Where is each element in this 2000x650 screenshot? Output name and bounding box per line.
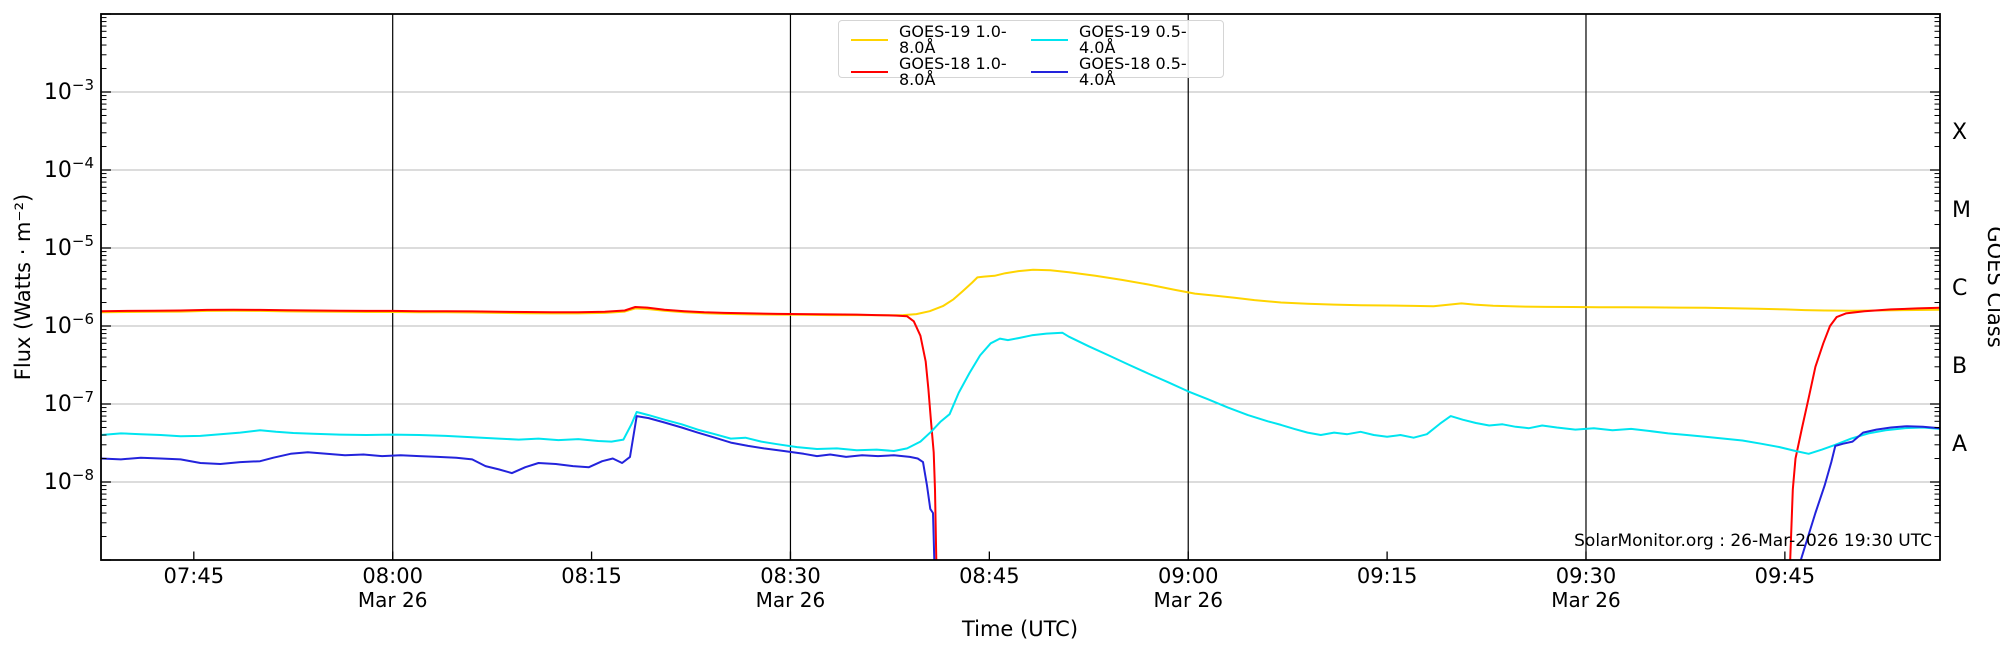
y-axis-title: Flux (Watts · m⁻²) [11, 194, 35, 380]
legend-item-goes18-short: GOES-18 0.5-4.0Å [1031, 56, 1211, 88]
legend-label-goes18-long: GOES-18 1.0-8.0Å [899, 54, 1007, 89]
y-tick-label: 10−8 [44, 466, 94, 495]
x-tick-label: 08:45 [959, 564, 1020, 588]
x-tick-date-label: Mar 26 [756, 588, 826, 612]
plot-border [100, 13, 1941, 561]
x-tick-date-label: Mar 26 [1551, 588, 1621, 612]
y-tick-label: 10−4 [44, 154, 94, 183]
legend-swatch-goes19-short [1031, 39, 1068, 41]
legend-swatch-goes19-long [851, 39, 888, 41]
legend-swatch-goes18-long [851, 71, 888, 73]
y-tick-label: 10−5 [44, 232, 94, 261]
x-tick-date-label: Mar 26 [358, 588, 428, 612]
legend: GOES-19 1.0-8.0Å GOES-18 1.0-8.0Å GOES-1… [838, 20, 1224, 88]
x-tick-label: 09:45 [1755, 564, 1816, 588]
y-axis-right-title: GOES Class [1983, 226, 2000, 347]
series-line-goes19-long [101, 268, 1940, 317]
x-tick-label: 09:00 [1158, 564, 1219, 588]
series-line-goes18-long [101, 306, 938, 560]
series-line-goes18-short [101, 415, 936, 560]
x-tick-label: 08:15 [561, 564, 622, 588]
x-tick-label: 08:30 [760, 564, 821, 588]
y-tick-label: 10−3 [44, 76, 94, 105]
x-tick-label: 09:30 [1556, 564, 1617, 588]
legend-item-goes19-short: GOES-19 0.5-4.0Å [1031, 24, 1211, 56]
legend-swatch-goes18-short [1031, 71, 1068, 73]
legend-item-goes19-long: GOES-19 1.0-8.0Å [851, 24, 1031, 56]
x-tick-label: 08:00 [362, 564, 423, 588]
y-tick-label: 10−6 [44, 310, 94, 339]
legend-label-goes19-short: GOES-19 0.5-4.0Å [1079, 22, 1187, 57]
series-line-goes19-short [101, 331, 1940, 455]
goes-class-label-b: B [1952, 354, 1967, 379]
x-tick-label: 09:15 [1357, 564, 1418, 588]
x-tick-label: 07:45 [164, 564, 225, 588]
series-line-goes18-short [1799, 425, 1940, 560]
legend-label-goes19-long: GOES-19 1.0-8.0Å [899, 22, 1007, 57]
x-tick-date-label: Mar 26 [1153, 588, 1223, 612]
legend-item-goes18-long: GOES-18 1.0-8.0Å [851, 56, 1031, 88]
series-group [101, 268, 1940, 560]
source-timestamp-annotation: SolarMonitor.org : 26-Mar-2026 19:30 UTC [1574, 531, 1932, 551]
series-line-goes18-long [1789, 306, 1940, 560]
goes-class-label-c: C [1952, 276, 1967, 301]
goes-class-label-a: A [1952, 432, 1967, 457]
x-axis-title: Time (UTC) [961, 617, 1078, 641]
legend-label-goes18-short: GOES-18 0.5-4.0Å [1079, 54, 1187, 89]
y-tick-label: 10−7 [44, 388, 94, 417]
goes-class-label-x: X [1952, 120, 1967, 145]
goes-class-label-m: M [1952, 198, 1971, 223]
